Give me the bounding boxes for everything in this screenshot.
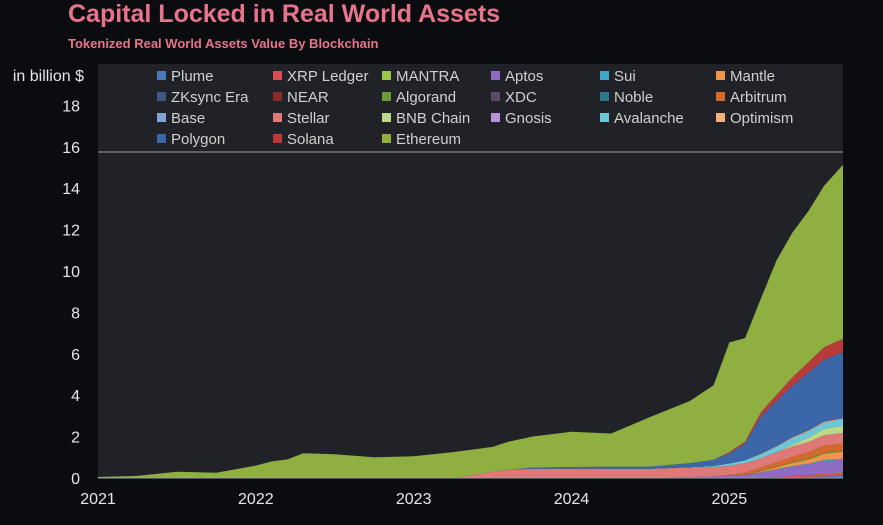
y-tick-label: 16 — [62, 140, 80, 157]
y-tick-label: 0 — [71, 471, 80, 488]
legend-label: Plume — [171, 68, 214, 85]
legend-item: ZKsync Era — [157, 89, 249, 106]
legend-label: XRP Ledger — [287, 68, 368, 85]
y-tick-label: 10 — [62, 264, 80, 281]
legend-label: Mantle — [730, 68, 775, 85]
legend-swatch — [382, 134, 391, 143]
legend-item: Gnosis — [491, 110, 552, 127]
chart-subtitle: Tokenized Real World Assets Value By Blo… — [68, 36, 379, 51]
y-axis: 0 2 4 6 8 10 12 14 16 18 — [62, 98, 80, 488]
legend-swatch — [157, 113, 166, 122]
legend-item: Optimism — [716, 110, 793, 127]
legend-label: ZKsync Era — [171, 89, 249, 106]
x-tick-label: 2023 — [396, 491, 432, 508]
legend-item: Plume — [157, 68, 214, 85]
legend-item: Base — [157, 110, 205, 127]
legend-swatch — [600, 113, 609, 122]
legend-swatch — [273, 113, 282, 122]
legend-swatch — [273, 92, 282, 101]
y-tick-label: 8 — [71, 305, 80, 322]
legend-label: MANTRA — [396, 68, 459, 85]
legend-item: Arbitrum — [716, 89, 787, 106]
legend-swatch — [716, 92, 725, 101]
legend-item: XRP Ledger — [273, 68, 368, 85]
legend-swatch — [273, 134, 282, 143]
legend-item: Aptos — [491, 68, 543, 85]
legend-swatch — [382, 92, 391, 101]
legend-label: Ethereum — [396, 131, 461, 148]
legend-item: MANTRA — [382, 68, 459, 85]
y-tick-label: 12 — [62, 223, 80, 240]
area-xrp-ledger — [98, 472, 843, 478]
area-series-group — [98, 164, 843, 479]
legend-label: BNB Chain — [396, 110, 470, 127]
legend-label: Polygon — [171, 131, 225, 148]
legend-swatch — [273, 71, 282, 80]
legend-swatch — [157, 92, 166, 101]
legend-item: Polygon — [157, 131, 225, 148]
legend-label: Arbitrum — [730, 89, 787, 106]
legend-item: Ethereum — [382, 131, 461, 148]
legend-swatch — [716, 71, 725, 80]
legend-item: Algorand — [382, 89, 456, 106]
legend-label: Solana — [287, 131, 334, 148]
y-axis-label: in billion $ — [13, 68, 84, 85]
legend: Plume XRP Ledger MANTRA Aptos Sui Mantle ZKsyn… — [157, 68, 793, 148]
legend-swatch — [600, 71, 609, 80]
y-tick-label: 18 — [62, 98, 80, 115]
legend-swatch — [491, 113, 500, 122]
legend-label: Optimism — [730, 110, 793, 127]
x-axis: 2021 2022 2023 2024 2025 — [80, 491, 747, 508]
legend-item: Avalanche — [600, 110, 684, 127]
legend-swatch — [382, 71, 391, 80]
legend-item: NEAR — [273, 89, 329, 106]
area-aptos — [98, 459, 843, 478]
legend-item: BNB Chain — [382, 110, 470, 127]
legend-swatch — [157, 71, 166, 80]
legend-swatch — [157, 134, 166, 143]
legend-label: NEAR — [287, 89, 329, 106]
legend-label: Base — [171, 110, 205, 127]
chart-title: Capital Locked in Real World Assets — [68, 0, 501, 28]
y-tick-label: 14 — [62, 181, 80, 198]
y-tick-label: 4 — [71, 388, 80, 405]
legend-label: Avalanche — [614, 110, 684, 127]
x-tick-label: 2022 — [238, 491, 274, 508]
legend-item: Noble — [600, 89, 653, 106]
legend-swatch — [716, 113, 725, 122]
legend-item: XDC — [491, 89, 537, 106]
y-tick-label: 2 — [71, 430, 80, 447]
legend-label: Stellar — [287, 110, 330, 127]
legend-swatch — [491, 92, 500, 101]
legend-label: Algorand — [396, 89, 456, 106]
legend-item: Stellar — [273, 110, 330, 127]
legend-item: Solana — [273, 131, 334, 148]
legend-swatch — [600, 92, 609, 101]
legend-label: Gnosis — [505, 110, 552, 127]
legend-item: Mantle — [716, 68, 775, 85]
legend-label: Aptos — [505, 68, 543, 85]
legend-item: Sui — [600, 68, 636, 85]
legend-swatch — [491, 71, 500, 80]
legend-label: XDC — [505, 89, 537, 106]
x-tick-label: 2024 — [554, 491, 590, 508]
x-tick-label: 2025 — [712, 491, 748, 508]
legend-label: Sui — [614, 68, 636, 85]
legend-swatch — [382, 113, 391, 122]
legend-label: Noble — [614, 89, 653, 106]
y-tick-label: 6 — [71, 347, 80, 364]
x-tick-label: 2021 — [80, 491, 116, 508]
